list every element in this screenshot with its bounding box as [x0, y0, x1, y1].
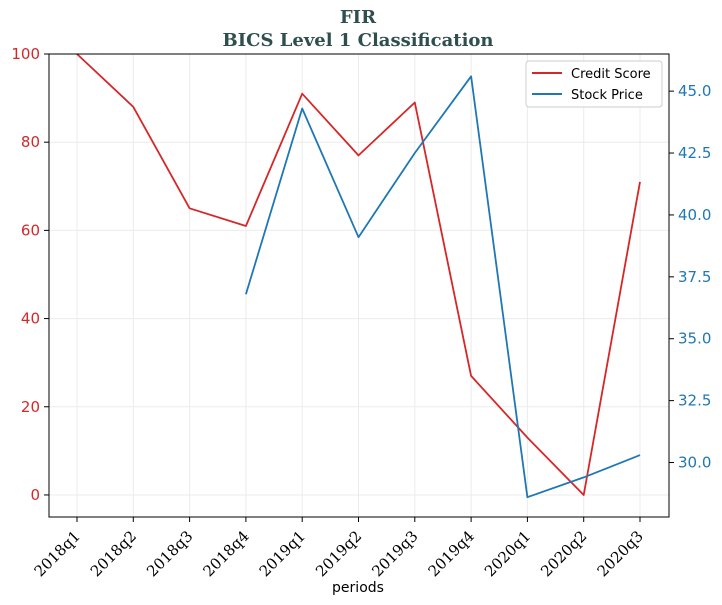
x-tick-label: 2018q2 [87, 527, 140, 580]
legend-label-stock-price: Stock Price [571, 88, 643, 103]
x-tick-label: 2020q3 [594, 527, 647, 580]
x-tick-label: 2018q3 [143, 527, 196, 580]
x-tick-label: 2019q3 [368, 527, 421, 580]
x-tick-label: 2020q2 [537, 527, 590, 580]
right-tick-label: 30.0 [678, 454, 711, 472]
series-line-credit-score [76, 53, 641, 496]
right-tick-label: 40.0 [678, 206, 711, 224]
x-tick-label: 2018q1 [31, 527, 84, 580]
x-tick-label: 2019q4 [425, 527, 478, 580]
left-tick-label: 40 [21, 310, 40, 328]
right-tick-label: 45.0 [678, 82, 711, 100]
legend-label-credit-score: Credit Score [571, 67, 651, 82]
chart-title: FIR [340, 7, 377, 28]
left-tick-label: 100 [11, 45, 40, 63]
left-tick-label: 80 [21, 133, 40, 151]
x-tick-label: 2018q4 [199, 527, 252, 580]
left-tick-label: 0 [30, 486, 40, 504]
left-tick-label: 20 [21, 398, 40, 416]
legend: Credit Score Stock Price [525, 60, 663, 108]
x-tick-label: 2019q2 [312, 527, 365, 580]
right-tick-label: 32.5 [678, 392, 711, 410]
chart-subtitle: BICS Level 1 Classification [222, 30, 493, 51]
right-tick-label: 42.5 [678, 144, 711, 162]
x-tick-label: 2020q1 [481, 527, 534, 580]
x-tick-label: 2019q1 [256, 527, 309, 580]
series-line-stock-price [245, 75, 641, 499]
right-tick-label: 37.5 [678, 268, 711, 286]
x-axis-label: periods [332, 580, 384, 596]
left-tick-label: 60 [21, 221, 40, 239]
right-tick-label: 35.0 [678, 330, 711, 348]
